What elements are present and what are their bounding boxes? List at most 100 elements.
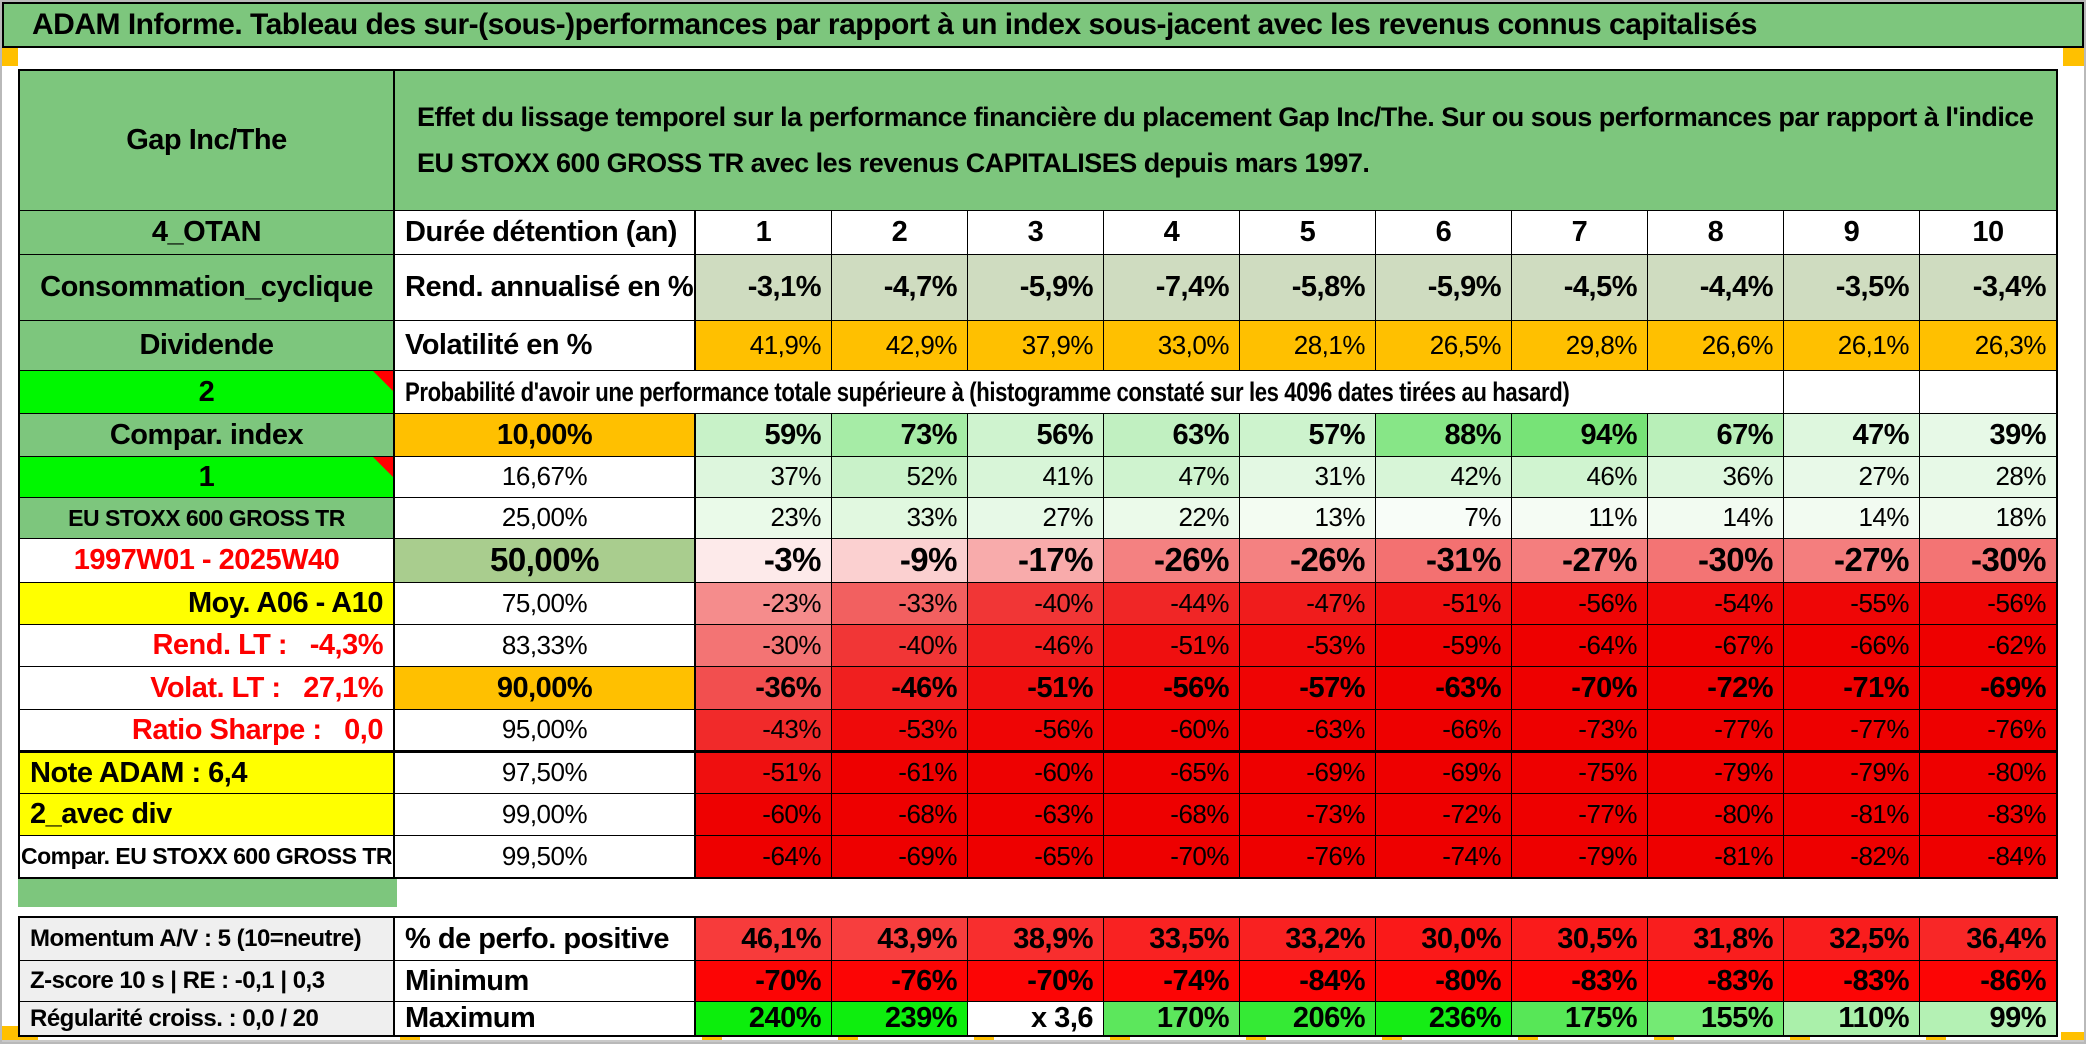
- cell-maximum-col10-text: 99%: [1989, 1002, 2046, 1035]
- cell-q-97-50-col1-text: -51%: [762, 757, 821, 788]
- cell-q-75-col10-text: -56%: [1987, 587, 2046, 618]
- cell-minimum-col8: -83%: [1648, 961, 1784, 1002]
- cell-q-25-col9: 14%: [1784, 498, 1920, 539]
- cell-maximum-col5: 206%: [1240, 1002, 1376, 1035]
- cell-q-99-50-col1: -64%: [696, 836, 832, 877]
- cell-annual-return-col4-text: -7,4%: [1155, 271, 1230, 304]
- cell-q-10-col10-text: 39%: [1989, 418, 2046, 451]
- cell-q-99-col3-text: -63%: [1034, 798, 1093, 829]
- cell-q-50-col4: -26%: [1104, 539, 1240, 583]
- cell-q-50-col3-text: -17%: [1017, 541, 1094, 579]
- comment-marker-icon: [373, 371, 393, 391]
- cell-duration-col4-text: 4: [1163, 216, 1180, 249]
- cell-q-16-67-col8: 36%: [1648, 457, 1784, 498]
- report-description-cell: Effet du lissage temporel sur la perform…: [395, 71, 2056, 211]
- cell-q-83-33-col4-text: -51%: [1170, 629, 1229, 660]
- row-metric-q-99-50: 99,50%: [395, 836, 696, 877]
- orange-corner-marker: [0, 48, 18, 66]
- row-label-maximum-text: Régularité croiss. : 0,0 / 20: [30, 1004, 319, 1032]
- row-label-annual-return-text: Consommation_cyclique: [40, 271, 373, 304]
- cell-q-16-67-col1: 37%: [696, 457, 832, 498]
- cell-volatility-col10: 26,3%: [1920, 321, 2056, 371]
- cell-minimum-col5: -84%: [1240, 961, 1376, 1002]
- cell-q-75-col2: -33%: [832, 583, 968, 625]
- performance-table: Gap Inc/The Effet du lissage temporel su…: [18, 69, 2058, 879]
- cell-q-99-col8-text: -80%: [1714, 798, 1773, 829]
- cell-q-99-50-col8-text: -81%: [1714, 840, 1773, 871]
- cell-volatility-col5-text: 28,1%: [1293, 329, 1366, 360]
- cell-q-75-col5: -47%: [1240, 583, 1376, 625]
- cell-q-75-col8-text: -54%: [1714, 587, 1773, 618]
- cell-q-83-33-col8: -67%: [1648, 625, 1784, 667]
- cell-q-99-col4: -68%: [1104, 794, 1240, 836]
- cell-positive-perf-col1-text: 46,1%: [741, 922, 821, 955]
- row-metric-volatility-text: Volatilité en %: [405, 329, 592, 362]
- security-name-cell: Gap Inc/The: [20, 71, 395, 211]
- cell-positive-perf-col3: 38,9%: [968, 918, 1104, 961]
- cell-q-10-col2: 73%: [832, 414, 968, 457]
- row-label-volatility: Dividende: [20, 321, 395, 371]
- cell-q-97-50-col8: -79%: [1648, 751, 1784, 794]
- row-label-q-95-text: Ratio Sharpe : 0,0: [131, 713, 384, 746]
- cell-duration-col7: 7: [1512, 211, 1648, 255]
- cell-q-95-col3-text: -56%: [1034, 714, 1093, 745]
- cell-volatility-col7: 29,8%: [1512, 321, 1648, 371]
- cell-q-16-67-col7-text: 46%: [1586, 461, 1637, 492]
- cell-q-25-col2-text: 33%: [906, 502, 957, 533]
- cell-q-10-col6-text: 88%: [1444, 418, 1501, 451]
- cell-q-25-col3-text: 27%: [1042, 502, 1093, 533]
- summary-table: Momentum A/V : 5 (10=neutre) % de perfo. …: [18, 916, 2058, 1037]
- cell-q-95-col7-text: -73%: [1578, 714, 1637, 745]
- cell-q-75-col6: -51%: [1376, 583, 1512, 625]
- cell-q-97-50-col1: -51%: [696, 751, 832, 794]
- cell-q-83-33-col1-text: -30%: [762, 629, 821, 660]
- cell-maximum-col5-text: 206%: [1292, 1002, 1366, 1035]
- cell-q-97-50-col4: -65%: [1104, 751, 1240, 794]
- cell-q-50-col6-text: -31%: [1425, 541, 1502, 579]
- cell-q-99-col6: -72%: [1376, 794, 1512, 836]
- cell-q-10-col5: 57%: [1240, 414, 1376, 457]
- cell-minimum-col6: -80%: [1376, 961, 1512, 1002]
- cell-q-90-col7-text: -70%: [1571, 671, 1637, 704]
- cell-q-97-50-col2: -61%: [832, 751, 968, 794]
- cell-q-10-col1: 59%: [696, 414, 832, 457]
- row-label-q-50-text: 1997W01 - 2025W40: [73, 544, 340, 577]
- row-label-q-90: Volat. LT : 27,1%: [20, 667, 395, 710]
- cell-q-16-67-col10-text: 28%: [1995, 461, 2046, 492]
- cell-annual-return-col5: -5,8%: [1240, 255, 1376, 321]
- cell-minimum-col10-text: -86%: [1980, 964, 2046, 997]
- cell-q-10-col2-text: 73%: [900, 418, 957, 451]
- cell-q-97-50-col5-text: -69%: [1306, 757, 1365, 788]
- cell-q-10-col8: 67%: [1648, 414, 1784, 457]
- cell-q-75-col9: -55%: [1784, 583, 1920, 625]
- cell-q-99-50-col4: -70%: [1104, 836, 1240, 877]
- cell-q-10-col5-text: 57%: [1308, 418, 1365, 451]
- row-label-minimum-text: Z-score 10 s | RE : -0,1 | 0,3: [30, 967, 325, 995]
- cell-q-83-33-col1: -30%: [696, 625, 832, 667]
- cell-maximum-col2-text: 239%: [884, 1002, 958, 1035]
- row-label-q-97-50-text: Note ADAM : 6,4: [30, 756, 248, 789]
- row-metric-q-50-text: 50,00%: [490, 541, 599, 579]
- cell-q-83-33-col7-text: -64%: [1578, 629, 1637, 660]
- row-metric-q-97-50: 97,50%: [395, 751, 696, 794]
- cell-q-16-67-col5-text: 31%: [1314, 461, 1365, 492]
- cell-q-75-col9-text: -55%: [1850, 587, 1909, 618]
- cell-q-83-33-col2: -40%: [832, 625, 968, 667]
- cell-q-95-col5-text: -63%: [1306, 714, 1365, 745]
- cell-q-83-33-col10: -62%: [1920, 625, 2056, 667]
- cell-q-99-50-col8: -81%: [1648, 836, 1784, 877]
- cell-maximum-col9: 110%: [1784, 1002, 1920, 1035]
- cell-q-50-col7: -27%: [1512, 539, 1648, 583]
- cell-q-50-col2-text: -9%: [899, 541, 958, 579]
- cell-q-16-67-col10: 28%: [1920, 457, 2056, 498]
- cell-q-25-col5-text: 13%: [1314, 502, 1365, 533]
- cell-q-50-col4-text: -26%: [1153, 541, 1230, 579]
- cell-maximum-col3-text: x 3,6: [1031, 1002, 1094, 1035]
- cell-q-50-col8-text: -30%: [1697, 541, 1774, 579]
- cell-maximum-col7-text: 175%: [1564, 1002, 1638, 1035]
- cell-minimum-col6-text: -80%: [1435, 964, 1501, 997]
- cell-volatility-col9-text: 26,1%: [1837, 329, 1910, 360]
- cell-q-90-col8: -72%: [1648, 667, 1784, 710]
- cell-annual-return-col7-text: -4,5%: [1563, 271, 1638, 304]
- cell-q-83-33-col8-text: -67%: [1714, 629, 1773, 660]
